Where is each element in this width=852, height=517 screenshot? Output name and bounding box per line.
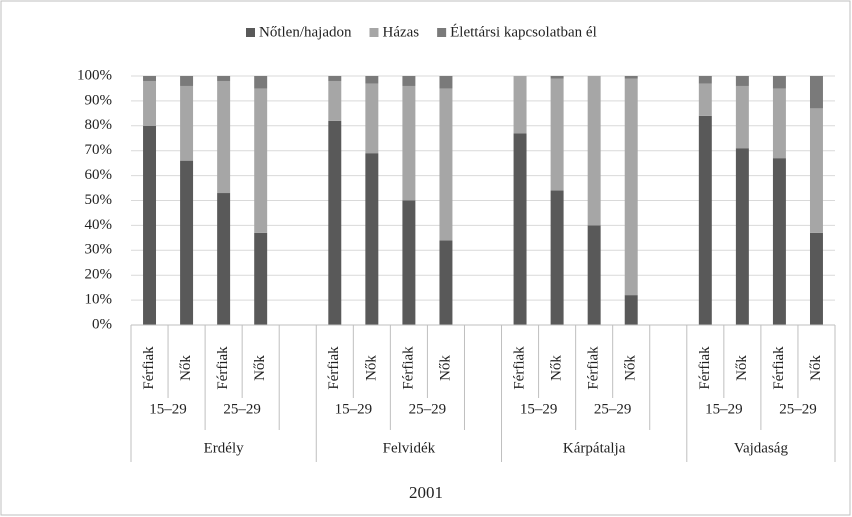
bar-segment bbox=[624, 295, 638, 325]
x-tick-label: Férfiak bbox=[400, 346, 416, 390]
subgroup-label: 25–29 bbox=[223, 401, 261, 417]
bar-segment bbox=[328, 80, 342, 121]
bar-segment bbox=[254, 76, 268, 89]
x-tick-label: Nők bbox=[178, 355, 194, 381]
chart-title: 2001 bbox=[409, 483, 443, 502]
bar-segment bbox=[809, 232, 823, 325]
legend-swatch bbox=[437, 28, 447, 37]
group-label: Kárpátalja bbox=[563, 440, 626, 456]
subgroup-label: 15–29 bbox=[520, 401, 558, 417]
bar-segment bbox=[143, 76, 157, 81]
bar-segment bbox=[143, 80, 157, 126]
bar-segment bbox=[550, 190, 564, 325]
bar-segment bbox=[439, 88, 453, 241]
subgroup-label: 25–29 bbox=[409, 401, 447, 417]
bar-segment bbox=[402, 85, 416, 201]
bar-segment bbox=[624, 78, 638, 296]
x-tick-label: Férfiak bbox=[511, 346, 527, 390]
x-tick-label: Nők bbox=[252, 355, 268, 381]
legend-label: Házas bbox=[382, 24, 419, 40]
bar-segment bbox=[735, 85, 749, 149]
bar-segment bbox=[513, 76, 527, 134]
x-tick-label: Férfiak bbox=[141, 346, 157, 390]
x-tick-label: Férfiak bbox=[215, 346, 231, 390]
legend-swatch bbox=[246, 28, 255, 37]
bar-segment bbox=[217, 76, 231, 81]
bar-segment bbox=[402, 76, 416, 86]
bar-segment bbox=[217, 193, 231, 325]
group-label: Erdély bbox=[204, 440, 244, 456]
y-tick-label: 20% bbox=[85, 267, 113, 283]
legend-label: Élettársi kapcsolatban él bbox=[450, 23, 597, 40]
x-tick-label: Nők bbox=[808, 355, 824, 381]
bar-segment bbox=[550, 76, 564, 79]
group-label: Vajdaság bbox=[734, 440, 789, 456]
bar-segment bbox=[328, 120, 342, 325]
bar-segment bbox=[550, 78, 564, 191]
bar-segment bbox=[439, 240, 453, 325]
bar-segment bbox=[772, 88, 786, 159]
subgroup-label: 15–29 bbox=[149, 401, 187, 417]
bar-segment bbox=[328, 76, 342, 81]
bar-segment bbox=[772, 158, 786, 325]
bar-segment bbox=[698, 76, 712, 84]
bar-segment bbox=[365, 153, 379, 325]
bar-segment bbox=[735, 76, 749, 86]
x-tick-label: Nők bbox=[437, 355, 453, 381]
x-tick-label: Nők bbox=[363, 355, 379, 381]
bar-segment bbox=[439, 76, 453, 89]
bar-segment bbox=[735, 148, 749, 325]
bar-segment bbox=[809, 76, 823, 109]
group-label: Felvidék bbox=[383, 440, 436, 456]
bar-segment bbox=[254, 88, 268, 233]
bar-segment bbox=[365, 76, 379, 84]
y-tick-label: 0% bbox=[92, 316, 112, 332]
bar-segment bbox=[513, 133, 527, 325]
x-tick-label: Nők bbox=[549, 355, 565, 381]
bar-segment bbox=[365, 83, 379, 154]
x-tick-label: Férfiak bbox=[586, 346, 602, 390]
subgroup-label: 25–29 bbox=[594, 401, 632, 417]
y-tick-label: 30% bbox=[85, 242, 113, 258]
y-tick-label: 10% bbox=[85, 292, 113, 308]
subgroup-label: 25–29 bbox=[779, 401, 817, 417]
bar-segment bbox=[624, 76, 638, 79]
bar-segment bbox=[180, 76, 194, 86]
bar-segment bbox=[180, 160, 194, 325]
legend-swatch bbox=[369, 28, 379, 37]
legend-label: Nőtlen/hajadon bbox=[259, 24, 352, 40]
y-tick-label: 70% bbox=[85, 142, 113, 158]
x-tick-label: Férfiak bbox=[697, 346, 713, 390]
x-tick-label: Nők bbox=[623, 355, 639, 381]
y-tick-label: 100% bbox=[77, 67, 112, 83]
y-tick-label: 90% bbox=[85, 92, 113, 108]
bar-segment bbox=[809, 108, 823, 233]
bar-segment bbox=[143, 125, 157, 325]
bar-segment bbox=[698, 83, 712, 116]
subgroup-label: 15–29 bbox=[705, 401, 743, 417]
bar-segment bbox=[698, 115, 712, 325]
x-tick-label: Férfiak bbox=[771, 346, 787, 390]
x-tick-label: Férfiak bbox=[326, 346, 342, 390]
x-tick-label: Nők bbox=[734, 355, 750, 381]
y-tick-label: 60% bbox=[85, 167, 113, 183]
y-tick-label: 80% bbox=[85, 117, 113, 133]
bar-segment bbox=[402, 200, 416, 325]
bar-segment bbox=[587, 225, 601, 325]
bar-segment bbox=[587, 76, 601, 226]
bar-segment bbox=[254, 232, 268, 325]
bar-segment bbox=[217, 80, 231, 194]
subgroup-label: 15–29 bbox=[335, 401, 373, 417]
y-tick-label: 50% bbox=[85, 192, 113, 208]
bar-segment bbox=[772, 76, 786, 89]
bar-segment bbox=[180, 85, 194, 161]
y-tick-label: 40% bbox=[85, 217, 113, 233]
